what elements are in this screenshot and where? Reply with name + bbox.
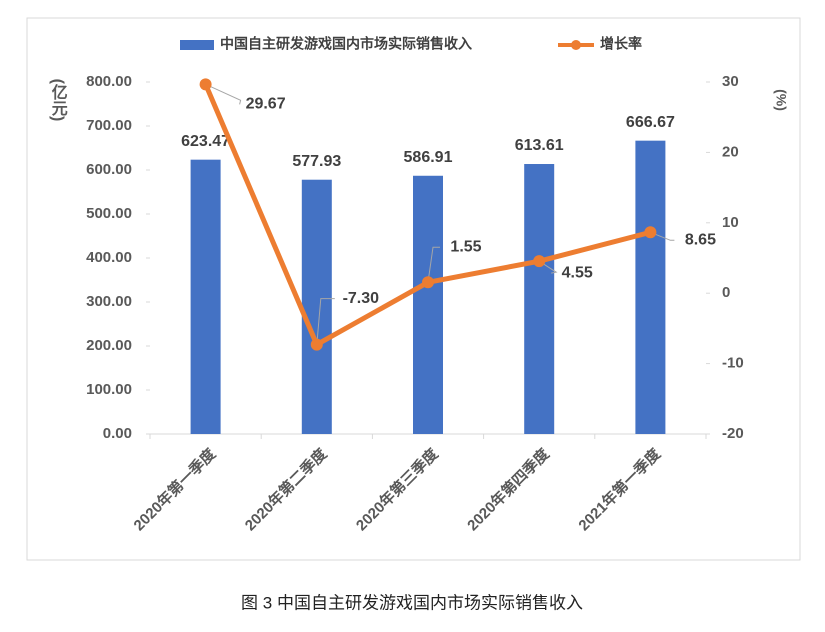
y-tick-label: 300.00	[86, 293, 132, 310]
y-tick-label: 500.00	[86, 205, 132, 222]
y2-tick-label: -10	[722, 355, 744, 372]
y-tick-label: 800.00	[86, 73, 132, 90]
y-tick-label: 200.00	[86, 337, 132, 354]
y2-tick-label: -20	[722, 425, 744, 442]
y2-tick-label: 30	[722, 73, 739, 90]
bar	[635, 140, 666, 434]
line-value-label: 1.55	[450, 239, 481, 256]
bar-value-label: 586.91	[404, 149, 453, 166]
line-marker	[533, 255, 546, 268]
leader-line	[650, 231, 675, 241]
leader-line	[538, 260, 558, 274]
bar	[301, 179, 332, 434]
y-tick-label: 0.00	[103, 425, 132, 442]
legend-label: 中国自主研发游戏国内市场实际销售收入	[220, 36, 472, 52]
chart-title: 图 3 中国自主研发游戏国内市场实际销售收入	[241, 593, 583, 612]
legend-swatch	[180, 40, 214, 50]
leader-line	[316, 298, 335, 345]
y-axis-label: (亿元)	[49, 79, 68, 122]
line-marker	[422, 276, 434, 289]
bar	[413, 175, 443, 435]
leader-line	[205, 83, 242, 105]
line-value-label: 8.65	[685, 232, 716, 249]
y-tick-label: 400.00	[86, 249, 132, 266]
bar-value-label: 666.67	[626, 114, 675, 131]
line-marker	[199, 78, 212, 91]
y2-tick-label: 20	[722, 143, 739, 160]
y2-tick-label: 0	[722, 284, 730, 301]
legend-swatch	[571, 40, 581, 50]
y-tick-label: 100.00	[86, 381, 132, 398]
line-marker	[644, 226, 657, 239]
line-value-label: 29.67	[246, 96, 286, 113]
bar	[190, 159, 221, 434]
y-tick-label: 700.00	[86, 117, 132, 134]
bar-value-label: 613.61	[515, 137, 564, 154]
y2-tick-label: 10	[722, 214, 739, 231]
bar-value-label: 577.93	[292, 153, 341, 170]
line-value-label: 4.55	[562, 264, 593, 281]
line-marker	[310, 338, 323, 351]
y-tick-label: 600.00	[86, 161, 132, 178]
y2-axis-label: (%)	[773, 89, 789, 111]
line-value-label: -7.30	[343, 290, 380, 307]
bar-value-label: 623.47	[181, 133, 230, 150]
leader-line	[427, 246, 440, 283]
bar	[524, 164, 555, 434]
legend-label: 增长率	[600, 36, 642, 52]
